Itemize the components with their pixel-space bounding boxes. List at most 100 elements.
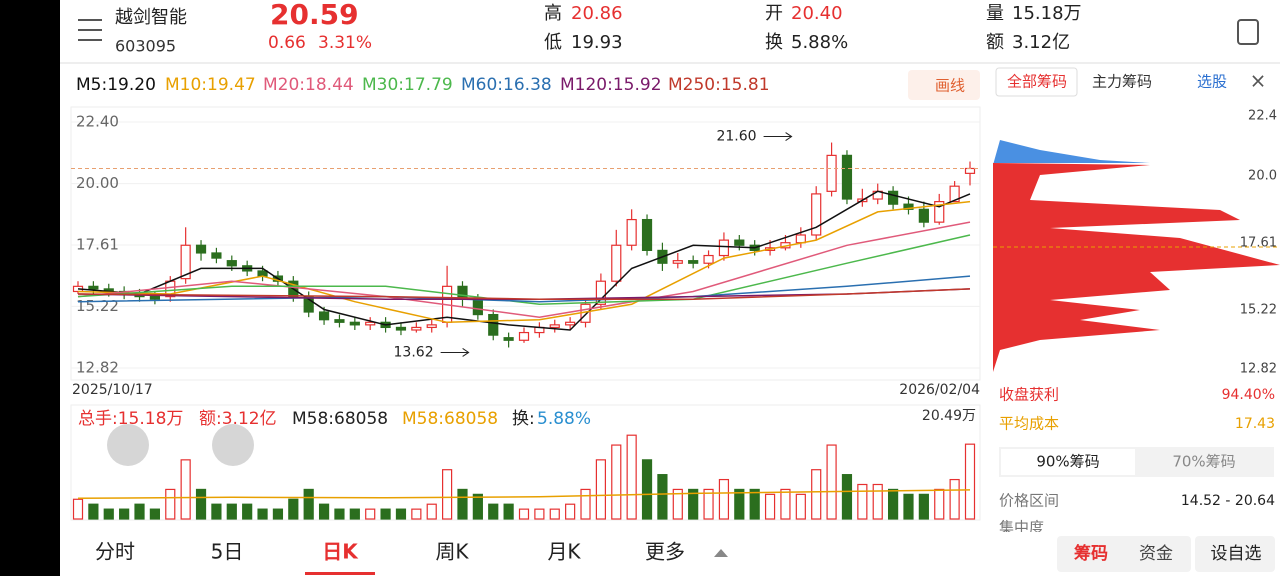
volume-bar	[918, 493, 929, 520]
candle-body	[411, 326, 422, 331]
volume-bar	[657, 474, 668, 520]
volume-bar	[303, 488, 314, 520]
candle-body	[688, 260, 699, 264]
volume-bar	[703, 488, 714, 520]
bottom-button[interactable]: 筹码	[1074, 543, 1108, 564]
draw-button[interactable]	[908, 70, 980, 100]
volume-legend: M58:68058	[402, 409, 498, 429]
period-tab-active[interactable]: 日K	[322, 540, 359, 564]
ma-line	[77, 200, 971, 324]
legend-item: M5:19.20	[76, 75, 156, 95]
volume-bar	[764, 493, 776, 520]
candle-body	[318, 311, 330, 321]
volume-legend: M58:68058	[292, 409, 388, 429]
volume-bar	[395, 508, 407, 520]
volume-bar	[857, 483, 868, 520]
candle-body	[949, 185, 960, 203]
stat-value: 15.18万	[1012, 3, 1082, 24]
volume-bar	[318, 503, 330, 520]
toggle-active	[1001, 449, 1135, 475]
menu-icon[interactable]	[78, 19, 102, 41]
volume-legend: 换:	[512, 409, 535, 429]
ma-line	[77, 234, 971, 306]
volume-bar	[841, 474, 853, 520]
volume-ma-line	[77, 489, 971, 500]
chip-tab[interactable]: 选股	[1197, 73, 1227, 91]
button-group	[1057, 536, 1191, 572]
bottom-button[interactable]: 设自选	[1211, 544, 1262, 564]
volume-bar	[534, 508, 545, 520]
chip-tick: 17.61	[1240, 236, 1277, 251]
candle-body	[811, 193, 822, 236]
period-tab[interactable]: 月K	[547, 540, 581, 564]
candle-body	[611, 244, 622, 282]
chip-tab-box	[995, 67, 1078, 97]
volume-tick: 20.49万	[922, 408, 976, 424]
candle-body	[734, 239, 745, 246]
period-tab[interactable]: 5日	[211, 540, 244, 564]
candle-body	[257, 270, 268, 277]
share-icon[interactable]	[1237, 19, 1259, 45]
volume-bar	[411, 508, 422, 520]
period-tab[interactable]: 周K	[435, 540, 469, 564]
ma-line	[77, 221, 971, 318]
stat-label: 换	[765, 32, 783, 53]
next-button[interactable]	[212, 424, 254, 466]
period-tab[interactable]: 分时	[95, 540, 135, 564]
bottom-button[interactable]: 资金	[1139, 544, 1173, 564]
volume-bar	[888, 488, 899, 520]
volume-bar	[149, 508, 160, 520]
more-arrow[interactable]	[714, 549, 728, 557]
candle-body	[426, 324, 437, 329]
legend-item: M60:16.38	[461, 75, 552, 95]
legend-item: M20:18.44	[263, 75, 354, 95]
candle-body	[211, 252, 222, 259]
volume-bar	[349, 508, 360, 520]
prev-button[interactable]	[107, 424, 149, 466]
candle-body	[488, 313, 499, 336]
close-icon[interactable]: ×	[1250, 69, 1267, 93]
stat-label: 低	[544, 32, 562, 53]
toggle-option[interactable]: 90%筹码	[1036, 453, 1099, 471]
volume-bar	[595, 459, 606, 520]
y-tick-label: 12.82	[76, 359, 119, 377]
volume-legend: 额:3.12亿	[199, 409, 277, 429]
volume-bar	[626, 434, 637, 520]
ma-line	[77, 288, 971, 300]
candle-body	[226, 260, 237, 267]
volume-bar	[134, 503, 145, 520]
candle-body	[841, 154, 853, 200]
period-tab[interactable]: 更多	[645, 540, 685, 564]
candle-body	[888, 190, 899, 205]
volume-bar	[872, 483, 883, 520]
candle-body	[703, 254, 714, 264]
candle-body	[595, 280, 606, 305]
volume-bar	[488, 503, 499, 520]
volume-bar	[749, 488, 760, 520]
toggle-option[interactable]: 70%筹码	[1172, 453, 1235, 471]
price-frame	[70, 106, 981, 381]
stat-value: 3.12亿	[1012, 32, 1070, 53]
volume-bar	[503, 503, 514, 520]
chip-tick: 22.4	[1248, 109, 1277, 124]
volume-bar	[903, 493, 914, 520]
chip-tab[interactable]: 主力筹码	[1092, 73, 1152, 91]
volume-bar	[718, 478, 730, 520]
volume-bar	[641, 459, 653, 520]
stat-value: 19.93	[571, 32, 623, 53]
chip-tab[interactable]: 全部筹码	[1007, 73, 1067, 91]
stat-value: 20.86	[571, 3, 623, 24]
volume-bar	[334, 508, 345, 520]
volume-bar	[672, 488, 683, 520]
stat-value: 5.88%	[791, 32, 848, 53]
ma-line	[77, 275, 971, 303]
price: 20.59	[270, 0, 359, 31]
volume-bar	[457, 488, 468, 520]
candle-body	[826, 154, 837, 192]
draw-button-label[interactable]: 画线	[935, 77, 965, 95]
candle-body	[395, 326, 407, 331]
volume-bar	[180, 459, 191, 520]
volume-bar	[780, 488, 791, 520]
candle-body	[672, 260, 683, 264]
volume-bar	[288, 498, 299, 520]
